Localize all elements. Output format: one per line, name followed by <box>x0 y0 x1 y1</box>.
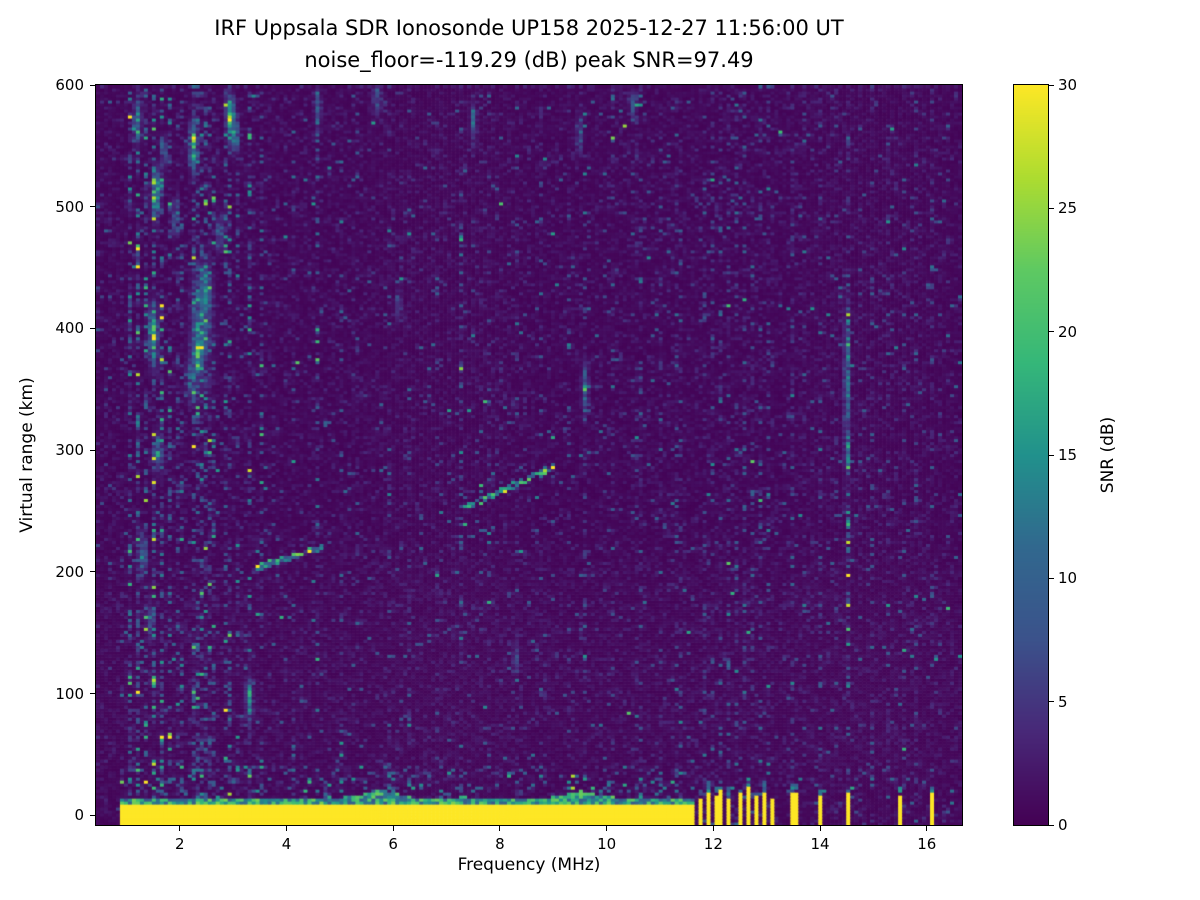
y-tick-mark <box>90 571 95 573</box>
colorbar-tick-label: 15 <box>1058 446 1078 464</box>
colorbar-tick-mark <box>1049 331 1054 333</box>
x-tick-label: 4 <box>281 835 292 853</box>
colorbar-tick-mark <box>1049 824 1054 826</box>
x-tick-label: 2 <box>174 835 185 853</box>
y-tick-label: 500 <box>55 197 84 216</box>
y-tick-mark <box>90 693 95 695</box>
x-tick-label: 16 <box>917 835 937 853</box>
y-tick-mark <box>90 449 95 451</box>
y-tick-label: 600 <box>55 76 84 94</box>
colorbar-tick-mark <box>1049 84 1054 86</box>
x-tick-mark <box>712 826 714 831</box>
x-tick-mark <box>392 826 394 831</box>
y-tick-label: 100 <box>55 684 84 703</box>
x-axis-label: Frequency (MHz) <box>457 855 601 875</box>
x-tick-mark <box>499 826 501 831</box>
colorbar-tick-mark <box>1049 577 1054 579</box>
y-tick-label: 300 <box>55 441 84 460</box>
x-tick-label: 8 <box>495 835 505 853</box>
x-tick-mark <box>606 826 608 831</box>
colorbar-tick-label: 20 <box>1058 322 1078 341</box>
colorbar-tick-mark <box>1049 454 1054 456</box>
colorbar-tick-label: 30 <box>1058 76 1078 94</box>
y-tick-mark <box>90 327 95 329</box>
colorbar-tick-label: 0 <box>1058 816 1068 834</box>
x-tick-label: 10 <box>597 835 617 853</box>
y-tick-mark <box>90 84 95 86</box>
ionogram-heatmap <box>96 85 962 825</box>
x-tick-label: 12 <box>703 835 723 853</box>
x-tick-mark <box>819 826 821 831</box>
y-tick-label: 200 <box>55 562 84 581</box>
y-tick-mark <box>90 206 95 208</box>
colorbar-label: SNR (dB) <box>1098 416 1118 494</box>
colorbar-tick-mark <box>1049 207 1054 209</box>
colorbar-tick-label: 25 <box>1058 199 1078 218</box>
x-tick-mark <box>179 826 181 831</box>
y-tick-mark <box>90 814 95 816</box>
colorbar-tick-label: 5 <box>1058 692 1068 711</box>
x-tick-label: 14 <box>810 835 830 853</box>
x-tick-mark <box>926 826 928 831</box>
colorbar-gradient <box>1014 85 1048 825</box>
x-tick-mark <box>285 826 287 831</box>
y-tick-label: 400 <box>55 319 84 338</box>
x-tick-label: 6 <box>388 835 398 853</box>
y-tick-label: 0 <box>74 806 84 825</box>
chart-subtitle: noise_floor=-119.29 (dB) peak SNR=97.49 <box>304 48 754 72</box>
colorbar-tick-label: 10 <box>1058 569 1078 588</box>
colorbar-tick-mark <box>1049 701 1054 703</box>
chart-title: IRF Uppsala SDR Ionosonde UP158 2025-12-… <box>214 16 844 40</box>
